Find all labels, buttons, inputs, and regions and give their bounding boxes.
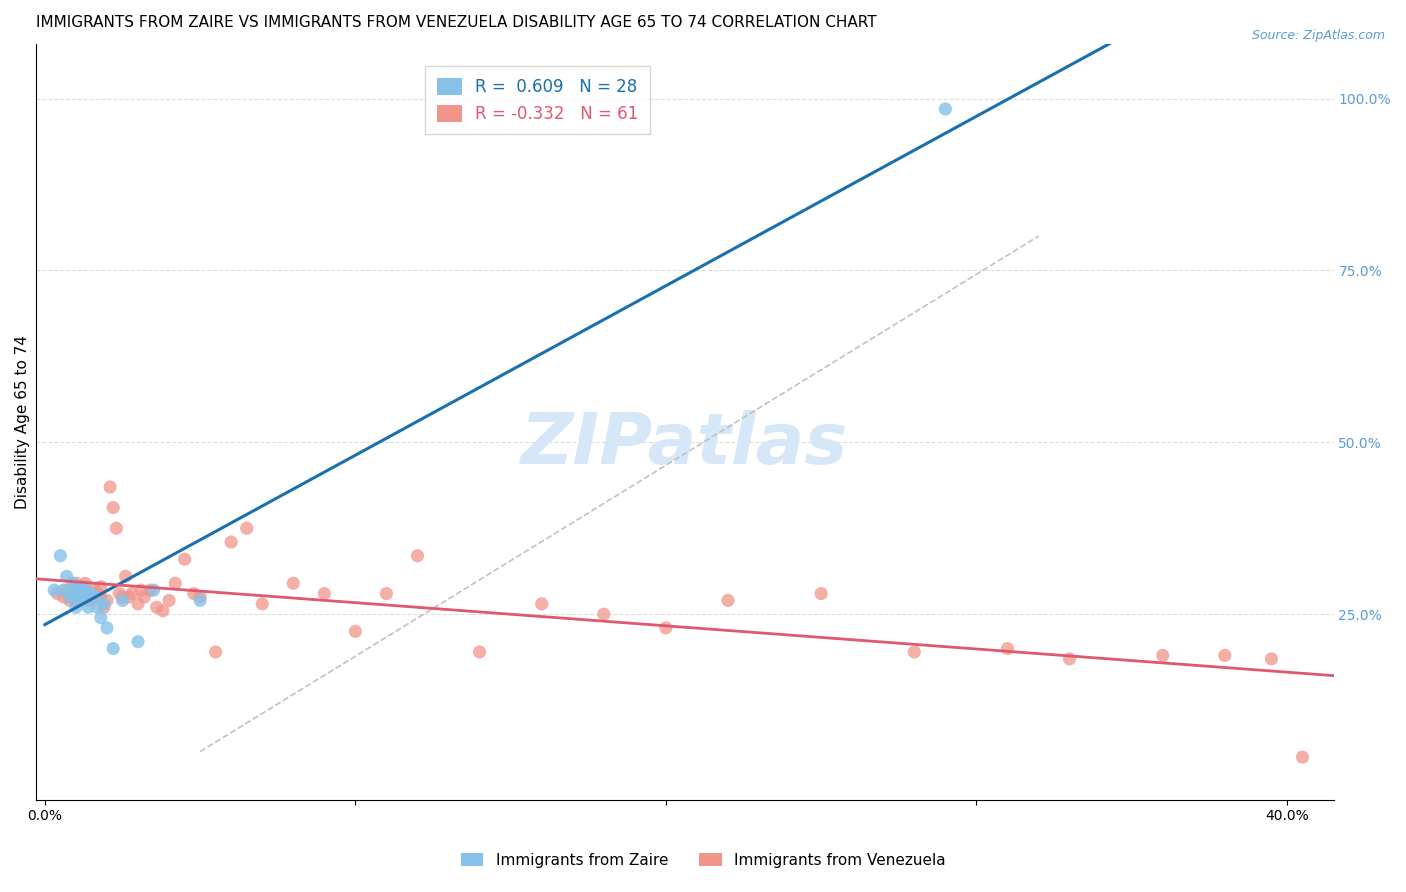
Point: [173, 552, 195, 566]
Point: [997, 641, 1019, 656]
Point: [75, 583, 97, 598]
Point: [52, 590, 75, 604]
Point: [93, 597, 115, 611]
Point: [86, 586, 108, 600]
Point: [219, 535, 242, 549]
Point: [592, 607, 614, 622]
Text: ZIPatlas: ZIPatlas: [520, 410, 848, 479]
Point: [65, 576, 87, 591]
Point: [59, 590, 82, 604]
Point: [103, 641, 125, 656]
Point: [1152, 648, 1174, 663]
Point: [70, 590, 93, 604]
Point: [406, 549, 429, 563]
Point: [152, 604, 174, 618]
Point: [139, 583, 162, 598]
Legend: R =  0.609   N = 28, R = -0.332   N = 61: R = 0.609 N = 28, R = -0.332 N = 61: [425, 66, 650, 135]
Point: [55, 569, 77, 583]
Point: [70, 583, 93, 598]
Point: [83, 583, 105, 598]
Point: [530, 597, 553, 611]
Point: [90, 590, 112, 604]
Point: [75, 576, 97, 591]
Point: [1291, 750, 1313, 764]
Legend: Immigrants from Zaire, Immigrants from Venezuela: Immigrants from Zaire, Immigrants from V…: [453, 845, 953, 875]
Point: [67, 586, 90, 600]
Point: [127, 597, 149, 611]
Text: IMMIGRANTS FROM ZAIRE VS IMMIGRANTS FROM VENEZUELA DISABILITY AGE 65 TO 74 CORRE: IMMIGRANTS FROM ZAIRE VS IMMIGRANTS FROM…: [35, 15, 876, 30]
Point: [62, 583, 84, 598]
Point: [90, 610, 112, 624]
Point: [103, 500, 125, 515]
Point: [70, 590, 93, 604]
Point: [188, 593, 211, 607]
Point: [655, 621, 678, 635]
Point: [80, 593, 103, 607]
Point: [1260, 652, 1282, 666]
Point: [77, 593, 100, 607]
Point: [252, 597, 274, 611]
Point: [118, 590, 141, 604]
Point: [142, 583, 165, 598]
Point: [1213, 648, 1236, 663]
Point: [65, 593, 87, 607]
Point: [468, 645, 491, 659]
Point: [105, 521, 128, 535]
Point: [111, 593, 134, 607]
Point: [127, 634, 149, 648]
Point: [62, 583, 84, 598]
Point: [235, 521, 257, 535]
Point: [121, 586, 143, 600]
Point: [86, 600, 108, 615]
Point: [80, 586, 103, 600]
Point: [80, 586, 103, 600]
Point: [67, 586, 90, 600]
Point: [111, 590, 134, 604]
Point: [903, 645, 925, 659]
Point: [810, 586, 832, 600]
Point: [717, 593, 740, 607]
Text: Source: ZipAtlas.com: Source: ZipAtlas.com: [1251, 29, 1385, 42]
Point: [49, 549, 72, 563]
Point: [129, 583, 152, 598]
Point: [344, 624, 367, 639]
Point: [65, 600, 87, 615]
Point: [157, 593, 180, 607]
Point: [108, 586, 131, 600]
Point: [204, 645, 226, 659]
Point: [188, 590, 211, 604]
Point: [93, 600, 115, 615]
Point: [44, 583, 66, 598]
Point: [55, 583, 77, 598]
Point: [96, 621, 118, 635]
Point: [934, 102, 956, 116]
Point: [46, 586, 69, 600]
Point: [183, 586, 205, 600]
Point: [75, 590, 97, 604]
Point: [283, 576, 305, 591]
Point: [134, 590, 156, 604]
Point: [165, 576, 187, 591]
Point: [67, 580, 90, 594]
Point: [114, 569, 136, 583]
Point: [375, 586, 398, 600]
Point: [75, 583, 97, 598]
Point: [145, 600, 167, 615]
Point: [62, 576, 84, 591]
Point: [65, 590, 87, 604]
Point: [52, 583, 75, 598]
Point: [314, 586, 336, 600]
Point: [83, 590, 105, 604]
Point: [1059, 652, 1081, 666]
Point: [98, 480, 121, 494]
Point: [77, 600, 100, 615]
Point: [90, 580, 112, 594]
Y-axis label: Disability Age 65 to 74: Disability Age 65 to 74: [15, 334, 30, 508]
Point: [59, 593, 82, 607]
Point: [96, 593, 118, 607]
